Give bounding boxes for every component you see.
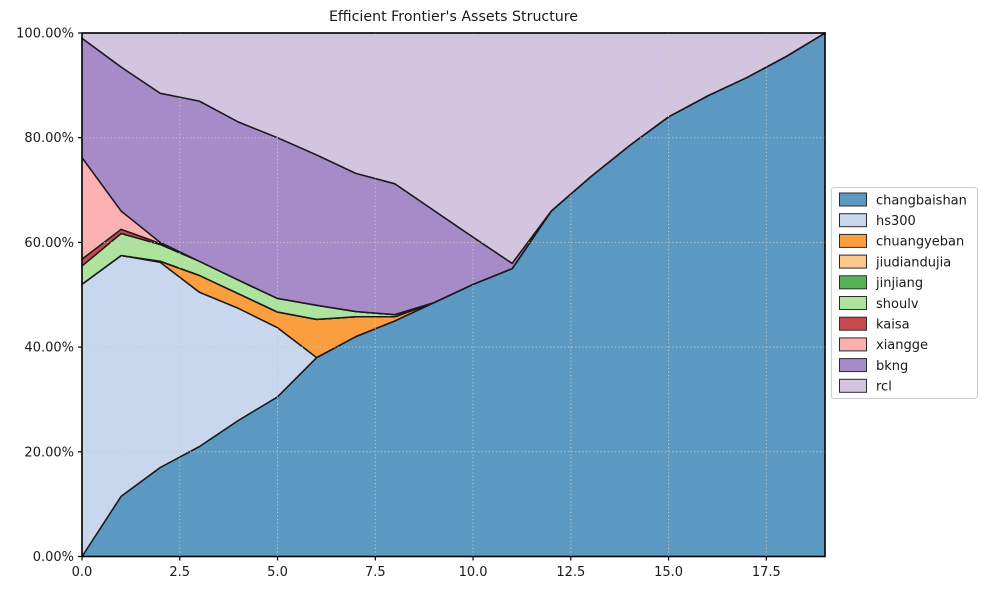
legend-item-hs300: hs300 — [839, 213, 916, 229]
legend-label-changbaishan: changbaishan — [876, 193, 967, 208]
y-tick-label: 60.00% — [24, 236, 74, 251]
legend-item-jiudiandujia: jiudiandujia — [839, 254, 951, 270]
legend-item-jinjiang: jinjiang — [839, 275, 923, 291]
legend-swatch-jinjiang — [839, 275, 867, 290]
legend-label-bkng: bkng — [876, 359, 908, 374]
legend-swatch-jiudiandujia — [839, 254, 867, 269]
legend-swatch-shoulv — [839, 296, 867, 310]
legend-item-shoulv: shoulv — [839, 296, 919, 312]
legend-item-changbaishan: changbaishan — [839, 192, 967, 208]
legend-item-chuangyeban: chuangyeban — [839, 233, 964, 250]
x-tick-label: 12.5 — [556, 565, 585, 580]
areas-layer — [81, 32, 826, 558]
y-tick-label: 40.00% — [24, 341, 74, 356]
y-tick-label: 20.00% — [24, 445, 74, 460]
legend-swatch-changbaishan — [839, 192, 867, 207]
y-tick-label: 0.00% — [33, 550, 74, 565]
x-tick-label: 5.0 — [267, 565, 288, 580]
legend-swatch-bkng — [839, 358, 867, 373]
x-tick-label: 15.0 — [654, 565, 683, 580]
x-tick-label: 0.0 — [72, 565, 93, 580]
legend-label-shoulv: shoulv — [876, 297, 919, 312]
legend-label-jiudiandujia: jiudiandujia — [875, 255, 951, 270]
legend-label-jinjiang: jinjiang — [875, 276, 923, 291]
x-tick-label: 2.5 — [169, 565, 190, 580]
legend-label-hs300: hs300 — [876, 214, 916, 229]
x-tick-label: 17.5 — [752, 565, 781, 580]
plot-frame — [81, 32, 826, 558]
legend-label-kaisa: kaisa — [876, 318, 910, 333]
legend-label-xiangge: xiangge — [876, 338, 928, 353]
x-tick-label: 7.5 — [365, 565, 386, 580]
legend-swatch-kaisa — [839, 316, 867, 331]
chart-title: Efficient Frontier's Assets Structure — [329, 9, 578, 25]
grid-layer — [82, 33, 825, 557]
y-tick-label: 80.00% — [24, 131, 74, 146]
legend-item-xiangge: xiangge — [839, 337, 928, 353]
legend-item-rcl: rcl — [839, 378, 892, 395]
legend-box — [831, 187, 978, 399]
legend: changbaishan hs300 chuangyeban jiudiandujia… — [831, 187, 978, 399]
axes-layer: 0.00% 20.00% 40.00% 60.00% 80.00% 100.00% 0.0 2… — [16, 27, 826, 580]
legend-item-kaisa: kaisa — [839, 316, 910, 333]
legend-swatch-xiangge — [839, 337, 867, 352]
legend-swatch-rcl — [839, 378, 867, 393]
legend-swatch-chuangyeban — [839, 233, 867, 248]
x-tick-label: 10.0 — [459, 565, 488, 580]
legend-label-chuangyeban: chuangyeban — [876, 235, 964, 250]
legend-item-bkng: bkng — [839, 358, 908, 374]
legend-swatch-hs300 — [839, 213, 867, 228]
legend-label-rcl: rcl — [876, 380, 892, 395]
y-tick-label: 100.00% — [16, 27, 74, 42]
